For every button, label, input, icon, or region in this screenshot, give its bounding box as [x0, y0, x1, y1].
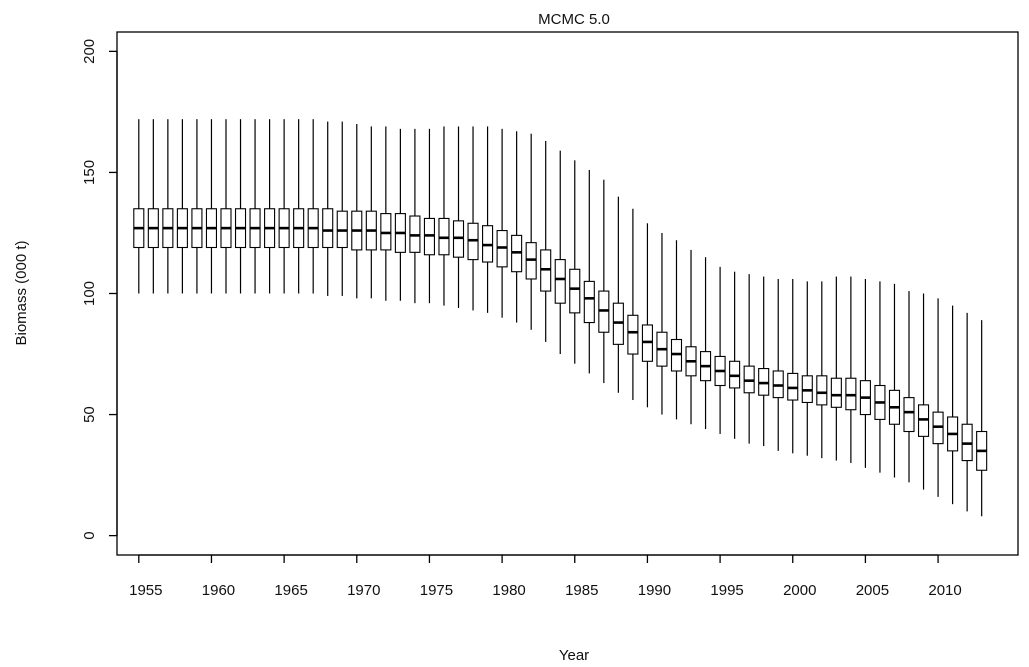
box-1969 [336, 121, 348, 296]
box-1962 [234, 119, 247, 294]
y-tick-label-200: 200 [81, 39, 98, 64]
x-axis-label: Year [559, 647, 589, 664]
x-tick-label-1985: 1985 [565, 582, 598, 599]
box-iqr [627, 314, 639, 355]
box-2009 [917, 293, 930, 490]
box-1988 [612, 196, 624, 393]
box-2001 [801, 281, 813, 456]
box-1955 [133, 119, 145, 294]
box-2003 [830, 276, 842, 461]
box-1967 [307, 119, 319, 294]
box-1993 [685, 249, 697, 425]
x-tick-label-1960: 1960 [202, 582, 235, 599]
box-iqr [830, 377, 842, 408]
box-1977 [452, 126, 465, 309]
box-1990 [641, 223, 653, 408]
box-1997 [743, 274, 755, 444]
chart-title: MCMC 5.0 [538, 11, 610, 28]
x-tick-label-1995: 1995 [710, 582, 743, 599]
box-1959 [191, 119, 203, 294]
box-1972 [380, 126, 392, 301]
box-1991 [656, 232, 668, 415]
box-iqr [816, 375, 828, 406]
box-1978 [467, 126, 479, 311]
box-1985 [569, 160, 581, 364]
box-2000 [787, 278, 799, 454]
box-1982 [525, 133, 537, 330]
x-tick-label-1965: 1965 [274, 582, 307, 599]
box-1979 [482, 126, 494, 313]
box-1981 [511, 131, 523, 323]
x-tick-label-1990: 1990 [638, 582, 671, 599]
box-2008 [903, 291, 915, 483]
boxes-layer [133, 119, 988, 517]
box-1976 [438, 126, 450, 306]
plot-frame [116, 31, 1019, 556]
x-tick-label-1970: 1970 [347, 582, 380, 599]
box-1970 [351, 124, 363, 299]
box-1963 [249, 119, 261, 294]
box-1983 [540, 140, 552, 342]
box-1975 [423, 128, 435, 304]
box-2005 [859, 278, 871, 468]
box-1973 [394, 128, 406, 301]
box-2007 [888, 283, 901, 478]
box-iqr [903, 397, 915, 433]
box-1994 [700, 257, 712, 430]
x-tick-label-1980: 1980 [492, 582, 525, 599]
x-tick-label-2000: 2000 [783, 582, 816, 599]
box-1957 [162, 119, 174, 294]
y-axis-label: Biomass (000 t) [13, 240, 30, 345]
box-1987 [598, 179, 610, 384]
y-tick-label-50: 50 [81, 406, 98, 423]
box-1989 [627, 208, 639, 401]
box-1956 [147, 119, 159, 294]
box-1971 [365, 126, 377, 299]
box-2004 [845, 276, 857, 463]
y-tick-label-100: 100 [81, 281, 98, 306]
box-2013 [976, 320, 988, 517]
box-2002 [816, 281, 828, 459]
box-1964 [264, 119, 276, 294]
box-1984 [554, 150, 566, 355]
y-axis: 0 50 100 150 200 [81, 39, 118, 540]
box-1992 [670, 240, 683, 420]
box-1960 [205, 119, 218, 294]
box-iqr [583, 280, 595, 324]
box-1974 [409, 128, 421, 304]
x-tick-label-1975: 1975 [420, 582, 453, 599]
box-1968 [322, 121, 334, 296]
box-2010 [932, 298, 944, 497]
box-iqr [554, 259, 566, 304]
box-iqr [322, 208, 334, 249]
y-tick-label-150: 150 [81, 160, 98, 185]
box-2011 [947, 305, 959, 505]
box-1961 [220, 119, 232, 294]
box-1986 [583, 170, 595, 374]
x-tick-label-2010: 2010 [928, 582, 961, 599]
x-axis: 1955 1960 1965 1970 1975 1980 1985 1990 1995 2000… [129, 554, 962, 599]
box-1999 [772, 278, 784, 451]
box-1998 [758, 276, 770, 447]
box-1965 [278, 119, 290, 294]
box-1996 [729, 271, 741, 439]
y-tick-label-0: 0 [81, 531, 98, 539]
box-1995 [714, 266, 726, 434]
box-1980 [496, 128, 508, 318]
box-1966 [293, 119, 305, 294]
box-2006 [874, 281, 886, 473]
box-2012 [961, 312, 973, 512]
box-1958 [176, 119, 188, 294]
x-tick-label-2005: 2005 [856, 582, 889, 599]
box-iqr [569, 268, 581, 314]
x-tick-label-1955: 1955 [129, 582, 162, 599]
